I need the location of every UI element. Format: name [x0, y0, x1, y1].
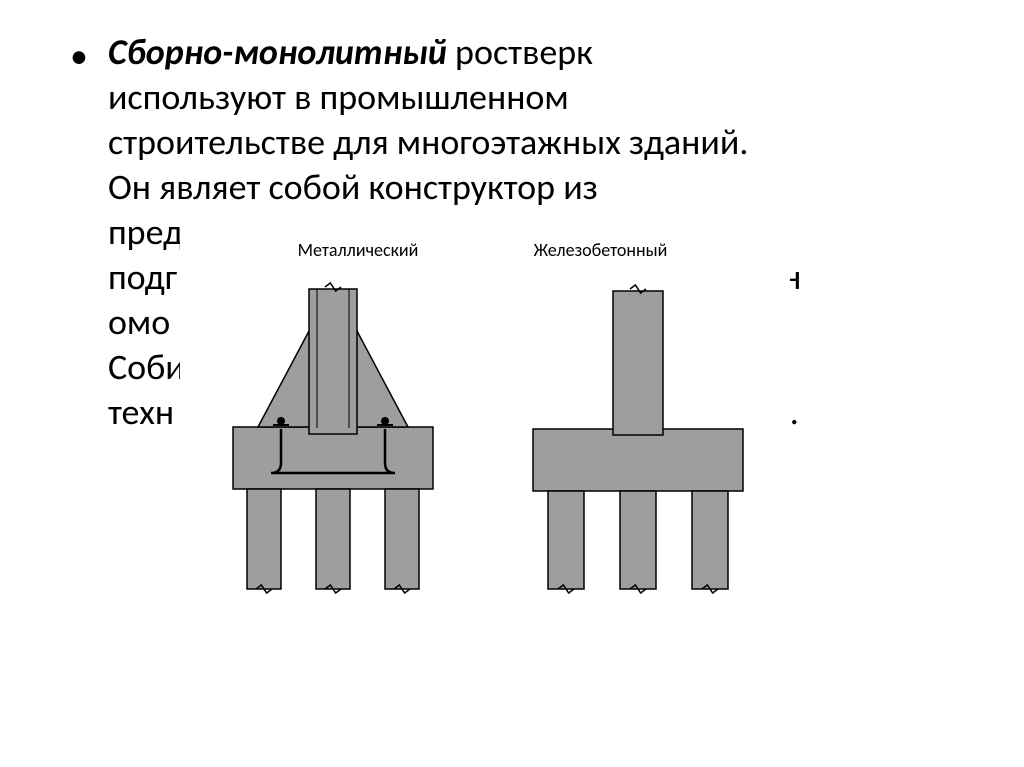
line9-pre: техн — [108, 390, 174, 434]
line3: строительстве для многоэтажных зданий. — [108, 120, 749, 164]
line7-pre: омо — [108, 300, 170, 344]
line5-pre: пред — [108, 210, 183, 254]
label-metal: Металлический — [298, 239, 419, 261]
line8-pre: Соби — [108, 345, 185, 389]
label-concrete: Железобетонный — [534, 239, 668, 261]
bold-lead: Сборно-монолитный — [108, 30, 447, 74]
bullet-marker: • — [70, 34, 88, 78]
line2: используют в промышленном — [108, 75, 569, 119]
metal-diagram — [203, 269, 463, 599]
diagram-overlay: Металлический Железобетонный — [180, 239, 790, 619]
line4: Он являет собой конструктор из — [108, 165, 598, 209]
line1-rest: ростверк — [447, 30, 593, 74]
line6-pre: подг — [108, 255, 177, 299]
concrete-diagram — [508, 269, 768, 599]
